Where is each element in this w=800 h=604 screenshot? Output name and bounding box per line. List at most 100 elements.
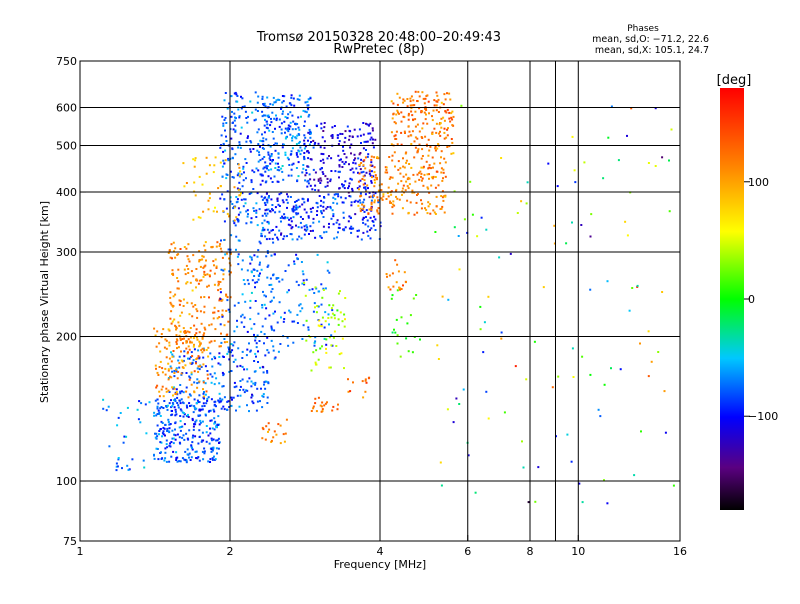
data-point — [425, 160, 428, 163]
data-point — [269, 277, 272, 280]
data-point — [257, 361, 259, 363]
data-point — [259, 159, 262, 162]
data-point — [317, 179, 320, 182]
data-point — [169, 442, 172, 445]
data-point — [153, 327, 156, 330]
data-point — [407, 114, 410, 117]
data-point — [165, 339, 168, 342]
data-point — [171, 410, 173, 412]
data-point — [154, 399, 157, 402]
data-point — [189, 394, 192, 397]
data-point — [344, 161, 347, 164]
data-point — [267, 382, 270, 385]
data-point — [348, 185, 350, 188]
data-point — [274, 162, 277, 165]
data-point — [246, 368, 249, 371]
data-point — [427, 154, 430, 157]
data-point — [422, 122, 425, 125]
data-point — [337, 226, 340, 229]
data-point — [317, 290, 320, 293]
data-point — [165, 460, 168, 463]
data-point — [178, 299, 181, 302]
data-point — [221, 193, 224, 196]
data-point — [257, 350, 259, 353]
data-point — [256, 192, 259, 195]
data-point — [446, 108, 449, 111]
data-point — [169, 291, 172, 294]
data-point — [414, 180, 417, 183]
data-point — [347, 220, 350, 223]
data-point — [404, 152, 407, 155]
data-point — [331, 134, 334, 136]
data-point — [160, 336, 163, 339]
data-point — [262, 395, 265, 398]
data-point — [218, 392, 221, 395]
data-point — [254, 281, 257, 284]
data-point — [224, 159, 227, 162]
data-point — [198, 345, 201, 348]
data-point — [436, 94, 439, 97]
data-point — [326, 261, 329, 264]
data-point — [256, 101, 259, 104]
data-point — [195, 407, 198, 410]
data-point — [371, 176, 373, 179]
stats-heading: Phases — [627, 24, 659, 34]
data-point — [286, 235, 288, 238]
data-point — [241, 192, 244, 195]
data-point — [359, 207, 362, 210]
data-point — [215, 377, 218, 380]
data-point — [342, 201, 345, 204]
data-point — [238, 181, 241, 184]
data-point — [188, 429, 191, 432]
data-point — [183, 458, 186, 461]
data-point — [204, 365, 207, 368]
data-point — [309, 97, 312, 100]
data-point — [419, 170, 422, 173]
data-point — [433, 127, 436, 130]
data-point — [210, 448, 213, 451]
data-point — [167, 389, 170, 392]
data-point — [270, 325, 273, 328]
data-point — [266, 349, 269, 352]
data-point — [442, 168, 445, 171]
data-point — [257, 278, 260, 281]
data-point — [302, 109, 305, 112]
data-point — [479, 328, 482, 331]
data-point — [440, 156, 442, 159]
data-point — [243, 391, 246, 394]
data-point — [250, 396, 253, 399]
data-point — [295, 167, 298, 169]
data-point — [170, 399, 172, 402]
data-point — [405, 180, 408, 183]
data-point — [654, 107, 657, 110]
data-point — [301, 203, 304, 206]
data-point — [428, 166, 431, 169]
data-point — [358, 188, 360, 191]
data-point — [276, 142, 278, 145]
data-point — [254, 300, 257, 302]
data-point — [216, 452, 218, 455]
data-point — [369, 138, 372, 141]
data-point — [198, 368, 201, 371]
data-point — [121, 467, 123, 470]
data-point — [381, 198, 384, 201]
data-point — [369, 237, 372, 240]
data-point — [402, 175, 405, 178]
data-point — [238, 166, 241, 169]
data-point — [342, 184, 345, 187]
data-point — [370, 170, 373, 173]
data-point — [647, 162, 650, 164]
data-point — [230, 115, 233, 118]
data-point — [428, 173, 430, 176]
data-point — [266, 251, 269, 254]
data-point — [265, 238, 268, 241]
data-point — [291, 135, 294, 138]
data-point — [249, 318, 252, 321]
data-point — [172, 387, 175, 390]
data-point — [231, 398, 233, 401]
data-point — [193, 343, 195, 346]
data-point — [330, 307, 333, 310]
data-point — [372, 224, 375, 227]
data-point — [182, 434, 185, 437]
data-point — [257, 95, 260, 98]
